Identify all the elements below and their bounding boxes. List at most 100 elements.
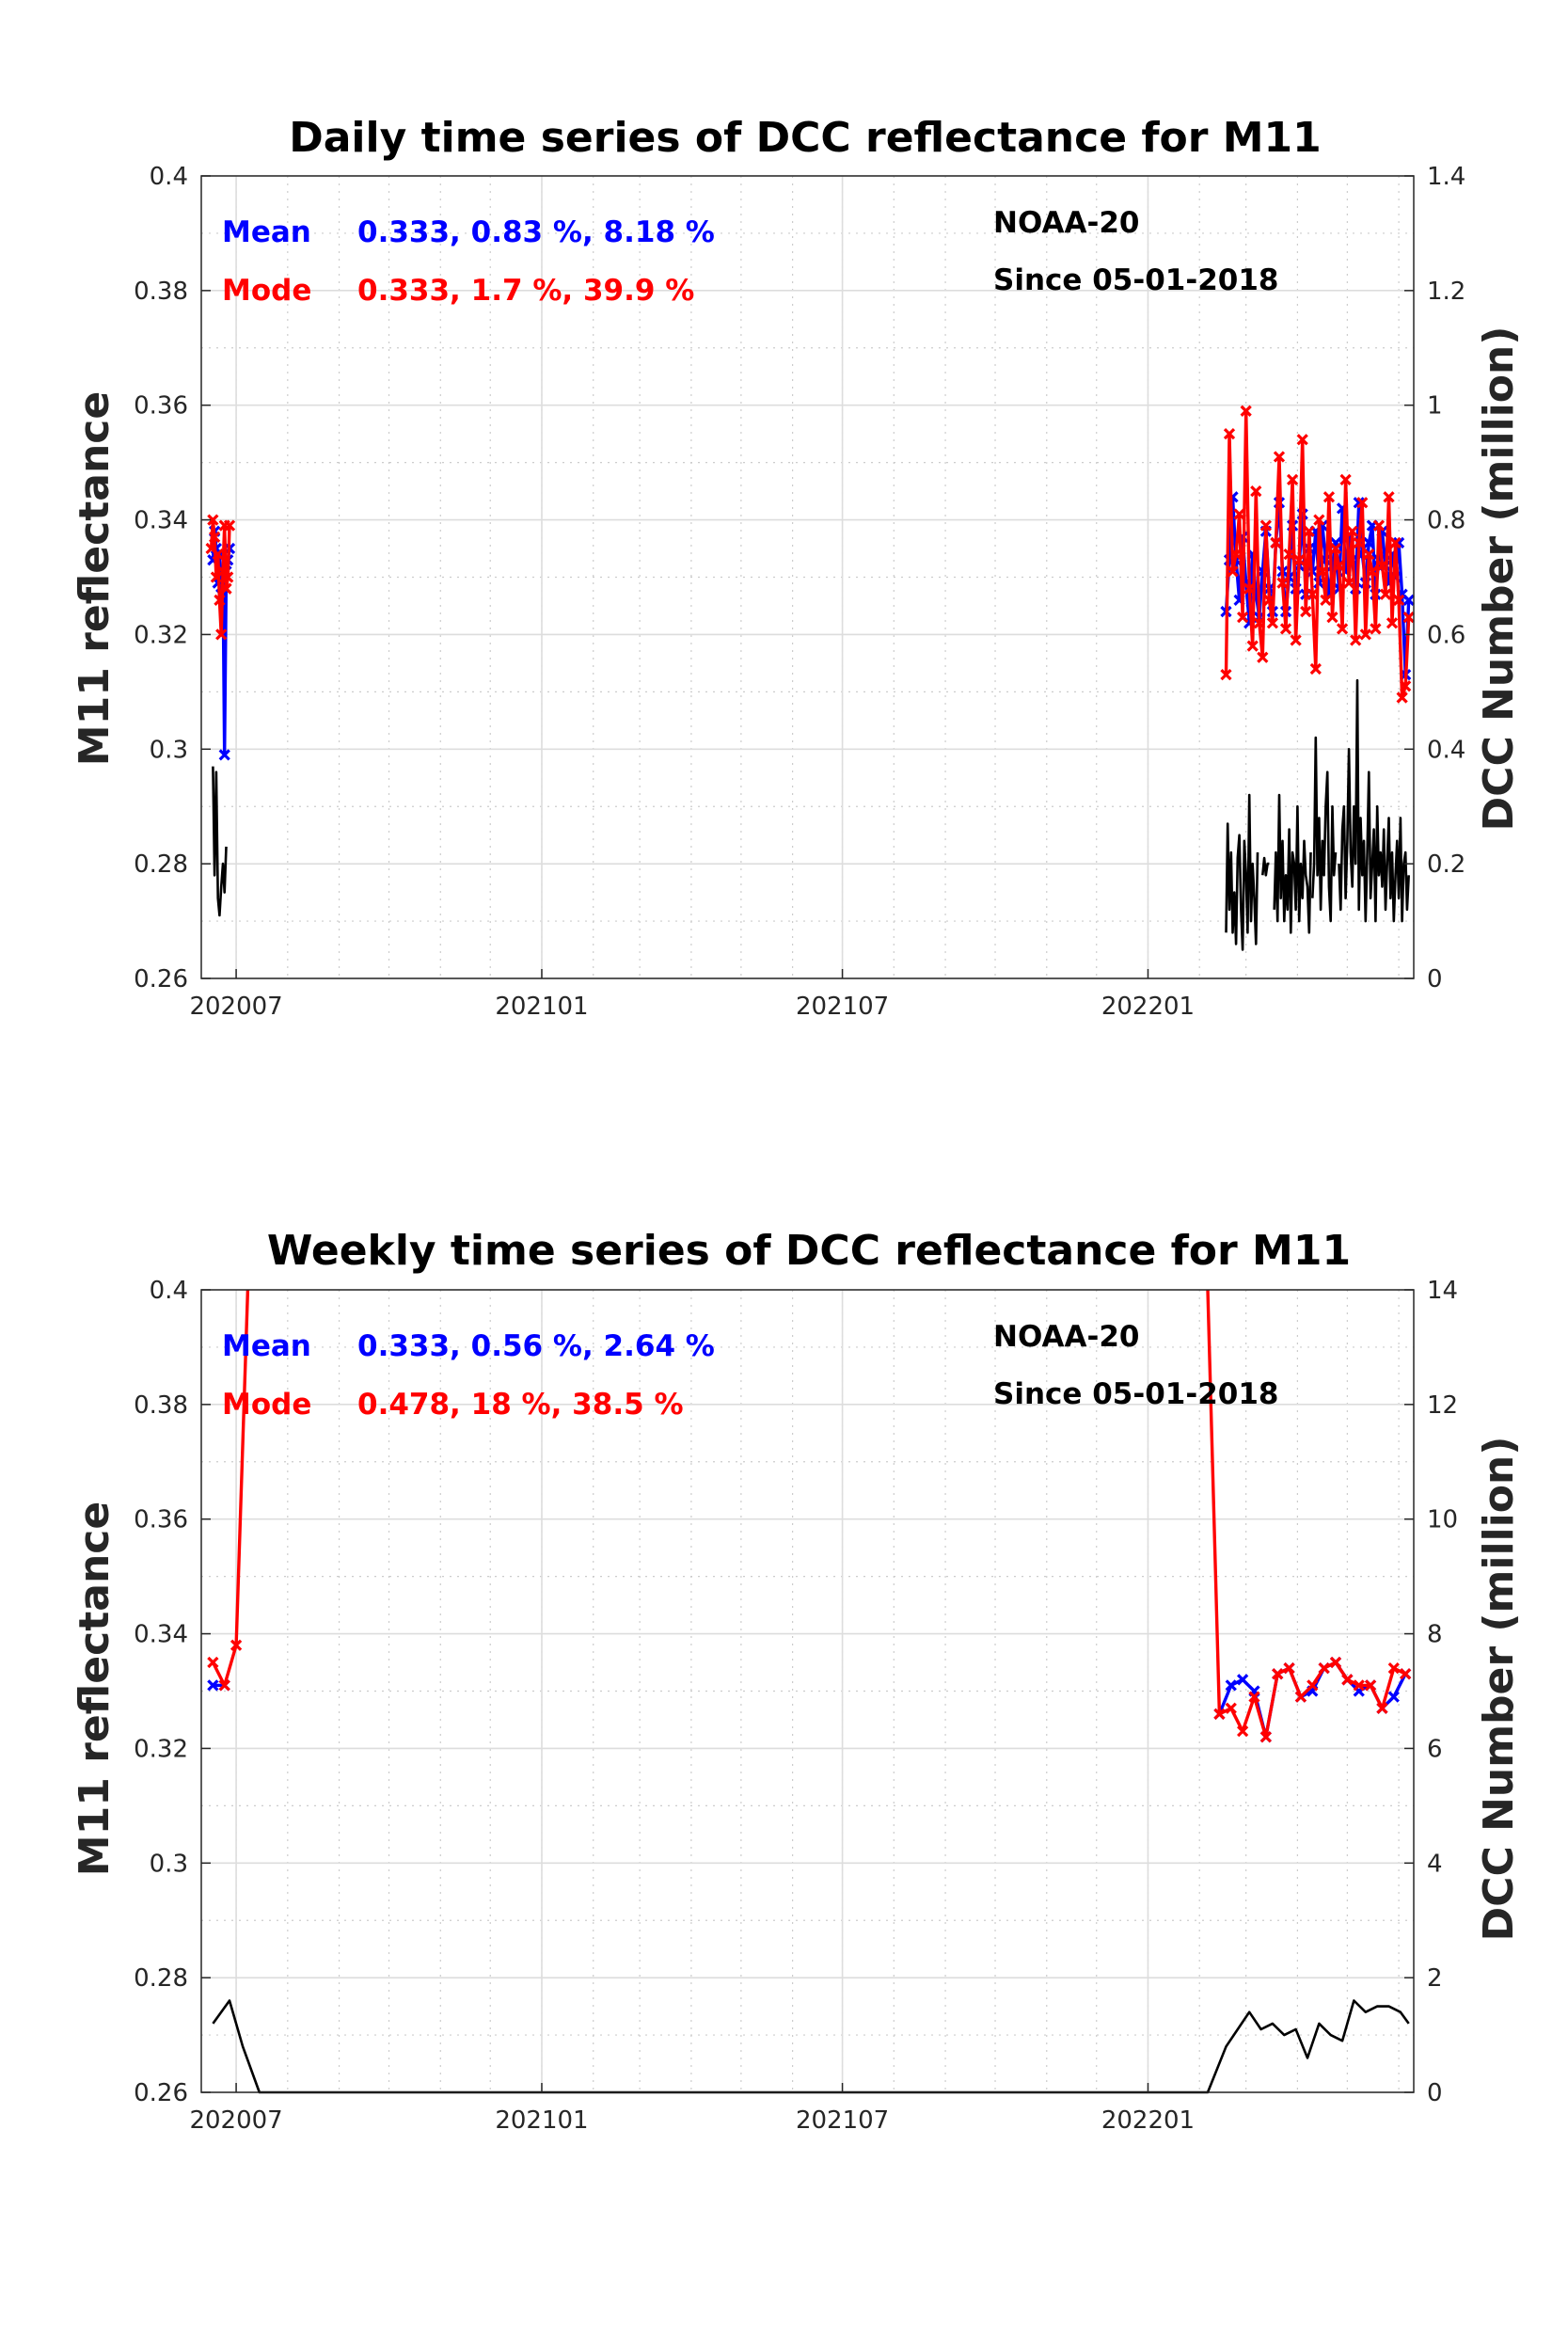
data-point-mode bbox=[1253, 617, 1265, 629]
data-point-mode bbox=[1273, 451, 1286, 463]
data-point-mode bbox=[208, 531, 221, 543]
data-point-mode bbox=[1236, 612, 1249, 624]
data-point-mode bbox=[1339, 473, 1352, 486]
data-point-mean bbox=[1402, 594, 1415, 607]
data-point-mode bbox=[1386, 617, 1399, 629]
data-point-mode bbox=[1379, 588, 1392, 600]
data-point-mode bbox=[1248, 1691, 1260, 1703]
data-point-mode bbox=[1303, 525, 1315, 537]
data-point-mode bbox=[1376, 560, 1388, 572]
data-point-mode bbox=[223, 519, 236, 532]
y-axis-label: M11 reflectance bbox=[71, 391, 119, 766]
data-point-mode bbox=[1316, 565, 1329, 578]
data-point-mode bbox=[1286, 473, 1299, 486]
satellite-note: NOAA-20 bbox=[993, 1320, 1139, 1354]
data-point-mode bbox=[1329, 1656, 1342, 1669]
data-point-mean bbox=[1363, 536, 1375, 549]
data-point-mode bbox=[1229, 548, 1243, 561]
chart-title: Daily time series of DCC reflectance for… bbox=[289, 114, 1322, 162]
y-tick-label: 0.32 bbox=[134, 621, 188, 649]
data-point-mode bbox=[1329, 542, 1342, 555]
x-tick-label: 202201 bbox=[1101, 2106, 1195, 2135]
y2-tick-label: 0 bbox=[1427, 965, 1443, 993]
data-point-mode bbox=[1376, 1702, 1388, 1714]
data-point-mode bbox=[1318, 1661, 1330, 1675]
mean-stats: 0.333, 0.56 %, 2.64 % bbox=[357, 1329, 715, 1363]
mean-label: Mean bbox=[222, 215, 311, 249]
data-point-mode bbox=[215, 628, 228, 641]
data-point-mode bbox=[1276, 577, 1289, 589]
data-point-mode bbox=[1294, 1691, 1307, 1703]
data-point-mode bbox=[1236, 1725, 1249, 1738]
y-tick-label: 0.3 bbox=[150, 1850, 188, 1878]
data-point-mode bbox=[1296, 434, 1308, 446]
data-point-mode bbox=[1279, 623, 1292, 635]
data-point-mode bbox=[1213, 1708, 1226, 1721]
data-point-mode bbox=[1263, 594, 1275, 607]
data-point-mean bbox=[1236, 1674, 1249, 1686]
y2-tick-label: 1 bbox=[1427, 392, 1443, 421]
y-tick-label: 0.36 bbox=[134, 392, 188, 421]
y2-tick-label: 0.6 bbox=[1427, 621, 1465, 649]
data-point-mode bbox=[1326, 612, 1338, 624]
data-point-mode bbox=[1366, 565, 1378, 578]
y2-tick-label: 0.4 bbox=[1427, 736, 1465, 764]
data-point-mode bbox=[1300, 605, 1312, 618]
data-point-mode bbox=[1372, 519, 1386, 532]
data-point-mode bbox=[1400, 680, 1412, 692]
data-point-mode bbox=[1400, 1668, 1412, 1680]
y2-axis-label: DCC Number (million) bbox=[1475, 326, 1523, 832]
series-line-mode bbox=[1206, 1289, 1406, 1739]
y-tick-label: 0.26 bbox=[134, 965, 188, 993]
data-point-mode bbox=[1259, 519, 1272, 532]
data-point-mode bbox=[222, 571, 234, 583]
data-point-mode bbox=[1333, 560, 1345, 572]
data-point-mode bbox=[1259, 1731, 1272, 1743]
x-tick-label: 202007 bbox=[189, 993, 282, 1021]
satellite-note: NOAA-20 bbox=[993, 206, 1139, 240]
x-tick-label: 202101 bbox=[495, 2106, 588, 2135]
y2-tick-label: 0 bbox=[1427, 2079, 1443, 2107]
data-point-mode bbox=[1392, 594, 1405, 607]
data-point-mode bbox=[1383, 491, 1395, 503]
series-line-dcc-number bbox=[1311, 736, 1338, 923]
y-tick-label: 0.28 bbox=[134, 1964, 188, 1993]
data-point-mode bbox=[214, 594, 226, 607]
x-tick-label: 202107 bbox=[796, 993, 889, 1021]
y-tick-label: 0.4 bbox=[150, 1277, 188, 1305]
y2-tick-label: 6 bbox=[1427, 1735, 1443, 1763]
data-point-mode bbox=[1246, 640, 1259, 652]
data-point-mode bbox=[220, 582, 232, 595]
data-point-mode bbox=[1223, 428, 1236, 440]
chart-title: Weekly time series of DCC reflectance fo… bbox=[267, 1227, 1351, 1275]
data-point-mode bbox=[1307, 1679, 1319, 1692]
data-point-mode bbox=[1396, 691, 1408, 704]
data-point-mode bbox=[1240, 405, 1252, 417]
series-line-dcc-number bbox=[1273, 793, 1312, 934]
data-point-mode bbox=[207, 1656, 219, 1669]
y-axis-label: M11 reflectance bbox=[71, 1502, 119, 1876]
data-point-mode bbox=[1356, 497, 1369, 509]
data-point-mode bbox=[1290, 634, 1302, 646]
x-tick-label: 202201 bbox=[1101, 993, 1195, 1021]
data-point-mode bbox=[1402, 612, 1415, 624]
y-tick-label: 0.36 bbox=[134, 1506, 188, 1534]
y2-tick-label: 0.2 bbox=[1427, 850, 1465, 879]
data-point-mode bbox=[1283, 548, 1295, 561]
plot-frame bbox=[200, 1289, 1415, 2093]
data-point-mode bbox=[1387, 1661, 1400, 1675]
data-point-mode bbox=[1370, 623, 1382, 635]
mode-label: Mode bbox=[222, 274, 311, 308]
y2-tick-label: 0.8 bbox=[1427, 507, 1465, 535]
y-tick-label: 0.28 bbox=[134, 850, 188, 879]
since-note: Since 05-01-2018 bbox=[993, 1377, 1279, 1411]
data-point-mode bbox=[1363, 548, 1375, 561]
data-point-mode bbox=[1364, 1679, 1377, 1692]
data-point-mean bbox=[1225, 1679, 1237, 1692]
y2-tick-label: 4 bbox=[1427, 1850, 1443, 1878]
data-point-mode bbox=[1323, 491, 1336, 503]
y-tick-label: 0.3 bbox=[150, 736, 188, 764]
y-tick-label: 0.32 bbox=[134, 1735, 188, 1763]
data-point-mode bbox=[1293, 554, 1306, 566]
